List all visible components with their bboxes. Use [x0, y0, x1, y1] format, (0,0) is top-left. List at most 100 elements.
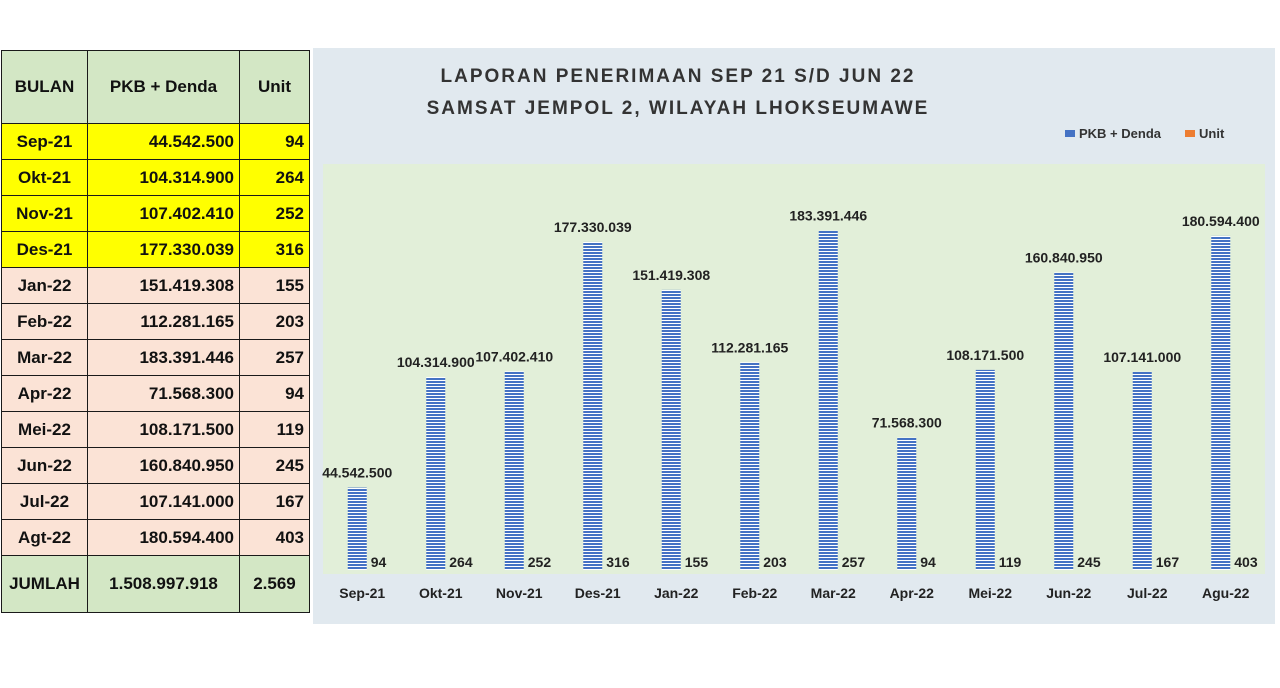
- unit-cell: 155: [239, 267, 310, 304]
- bar-pkb: [1132, 371, 1152, 570]
- table-row: Apr-22 71.568.300 94: [1, 375, 310, 412]
- data-label-unit: 245: [1077, 554, 1101, 570]
- month-cell: Feb-22: [1, 303, 88, 340]
- table-row: Mar-22 183.391.446 257: [1, 339, 310, 376]
- pkb-cell: 108.171.500: [87, 411, 240, 448]
- unit-cell: 203: [239, 303, 310, 340]
- table-row: Jun-22 160.840.950 245: [1, 447, 310, 484]
- chart-title: LAPORAN PENERIMAAN SEP 21 S/D JUN 22: [440, 66, 916, 87]
- month-cell: Apr-22: [1, 375, 88, 412]
- pkb-cell: 104.314.900: [87, 159, 240, 196]
- x-tick-label: Mar-22: [811, 585, 856, 601]
- legend-label-pkb: PKB + Denda: [1079, 126, 1161, 141]
- unit-cell: 264: [239, 159, 310, 196]
- x-tick-label: Okt-21: [419, 585, 463, 601]
- data-label-unit: 252: [528, 554, 552, 570]
- x-tick-label: Feb-22: [732, 585, 777, 601]
- header-bulan: BULAN: [1, 50, 88, 124]
- total-pkb: 1.508.997.918: [87, 555, 240, 613]
- month-cell: Mar-22: [1, 339, 88, 376]
- pkb-cell: 71.568.300: [87, 375, 240, 412]
- unit-cell: 252: [239, 195, 310, 232]
- data-label-unit: 264: [449, 554, 473, 570]
- bar-pkb: [661, 289, 681, 570]
- data-label-pkb: 183.391.446: [789, 208, 867, 224]
- month-cell: Jan-22: [1, 267, 88, 304]
- total-label: JUMLAH: [1, 555, 88, 613]
- bar-pkb: [1211, 235, 1231, 570]
- month-cell: Des-21: [1, 231, 88, 268]
- table-row: Sep-21 44.542.500 94: [1, 123, 310, 160]
- unit-cell: 167: [239, 483, 310, 520]
- pkb-cell: 151.419.308: [87, 267, 240, 304]
- table-row: Agt-22 180.594.400 403: [1, 519, 310, 556]
- header-unit: Unit: [239, 50, 310, 124]
- table-row: Nov-21 107.402.410 252: [1, 195, 310, 232]
- bar-pkb: [818, 230, 838, 570]
- data-table: BULAN PKB + Denda Unit Sep-21 44.542.500 9…: [1, 50, 310, 613]
- table-row: Feb-22 112.281.165 203: [1, 303, 310, 340]
- pkb-cell: 107.402.410: [87, 195, 240, 232]
- unit-cell: 245: [239, 447, 310, 484]
- x-tick-label: Jun-22: [1046, 585, 1091, 601]
- data-label-unit: 167: [1156, 554, 1180, 570]
- data-label-unit: 119: [999, 554, 1022, 570]
- x-tick-label: Sep-21: [339, 585, 385, 601]
- month-cell: Nov-21: [1, 195, 88, 232]
- data-label-unit: 316: [606, 554, 630, 570]
- unit-cell: 257: [239, 339, 310, 376]
- x-tick-label: Agu-22: [1202, 585, 1250, 601]
- month-cell: Okt-21: [1, 159, 88, 196]
- x-tick-label: Jan-22: [654, 585, 699, 601]
- pkb-cell: 180.594.400: [87, 519, 240, 556]
- month-cell: Jul-22: [1, 483, 88, 520]
- table-row: Jul-22 107.141.000 167: [1, 483, 310, 520]
- chart-subtitle: SAMSAT JEMPOL 2, WILAYAH LHOKSEUMAWE: [426, 98, 930, 119]
- unit-cell: 94: [239, 375, 310, 412]
- pkb-cell: 44.542.500: [87, 123, 240, 160]
- legend-item-pkb: PKB + Denda: [1065, 126, 1161, 141]
- data-label-pkb: 104.314.900: [397, 354, 475, 370]
- bar-pkb: [347, 487, 367, 570]
- pkb-cell: 160.840.950: [87, 447, 240, 484]
- data-label-pkb: 151.419.308: [632, 267, 710, 283]
- month-cell: Jun-22: [1, 447, 88, 484]
- bar-pkb: [975, 369, 995, 570]
- bar-pkb: [583, 241, 603, 570]
- x-tick-label: Mei-22: [968, 585, 1012, 601]
- total-row: JUMLAH 1.508.997.918 2.569: [1, 555, 310, 613]
- bar-pkb: [1054, 272, 1074, 570]
- unit-cell: 119: [239, 411, 310, 448]
- x-tick-label: Jul-22: [1127, 585, 1168, 601]
- bar-chart: 44.542.500 94 Sep-21 104.314.900 264 Okt-21 10…: [322, 164, 1265, 601]
- pkb-cell: 107.141.000: [87, 483, 240, 520]
- data-label-pkb: 112.281.165: [711, 339, 788, 355]
- legend-swatch-pkb: [1065, 130, 1075, 137]
- month-cell: Sep-21: [1, 123, 88, 160]
- data-label-unit: 403: [1234, 554, 1258, 570]
- data-label-pkb: 160.840.950: [1025, 249, 1103, 265]
- total-unit: 2.569: [239, 555, 310, 613]
- data-label-unit: 155: [685, 554, 709, 570]
- data-label-pkb: 107.402.410: [475, 348, 553, 364]
- bar-pkb: [740, 362, 760, 570]
- data-label-pkb: 177.330.039: [554, 219, 632, 235]
- table-row: Mei-22 108.171.500 119: [1, 411, 310, 448]
- data-label-pkb: 44.542.500: [322, 465, 392, 481]
- legend-swatch-unit: [1185, 130, 1195, 137]
- table-row: Des-21 177.330.039 316: [1, 231, 310, 268]
- data-label-pkb: 180.594.400: [1182, 213, 1260, 229]
- bar-pkb: [897, 437, 917, 570]
- plot-area: [323, 164, 1265, 574]
- month-cell: Mei-22: [1, 411, 88, 448]
- chart-area: LAPORAN PENERIMAAN SEP 21 S/D JUN 22 SAM…: [313, 48, 1275, 624]
- table-row: Okt-21 104.314.900 264: [1, 159, 310, 196]
- table-row: Jan-22 151.419.308 155: [1, 267, 310, 304]
- table-header-row: BULAN PKB + Denda Unit: [1, 50, 310, 124]
- x-tick-label: Apr-22: [890, 585, 935, 601]
- pkb-cell: 177.330.039: [87, 231, 240, 268]
- x-tick-label: Nov-21: [496, 585, 543, 601]
- data-label-pkb: 71.568.300: [872, 415, 942, 431]
- bar-pkb: [504, 371, 524, 570]
- data-label-unit: 257: [842, 554, 866, 570]
